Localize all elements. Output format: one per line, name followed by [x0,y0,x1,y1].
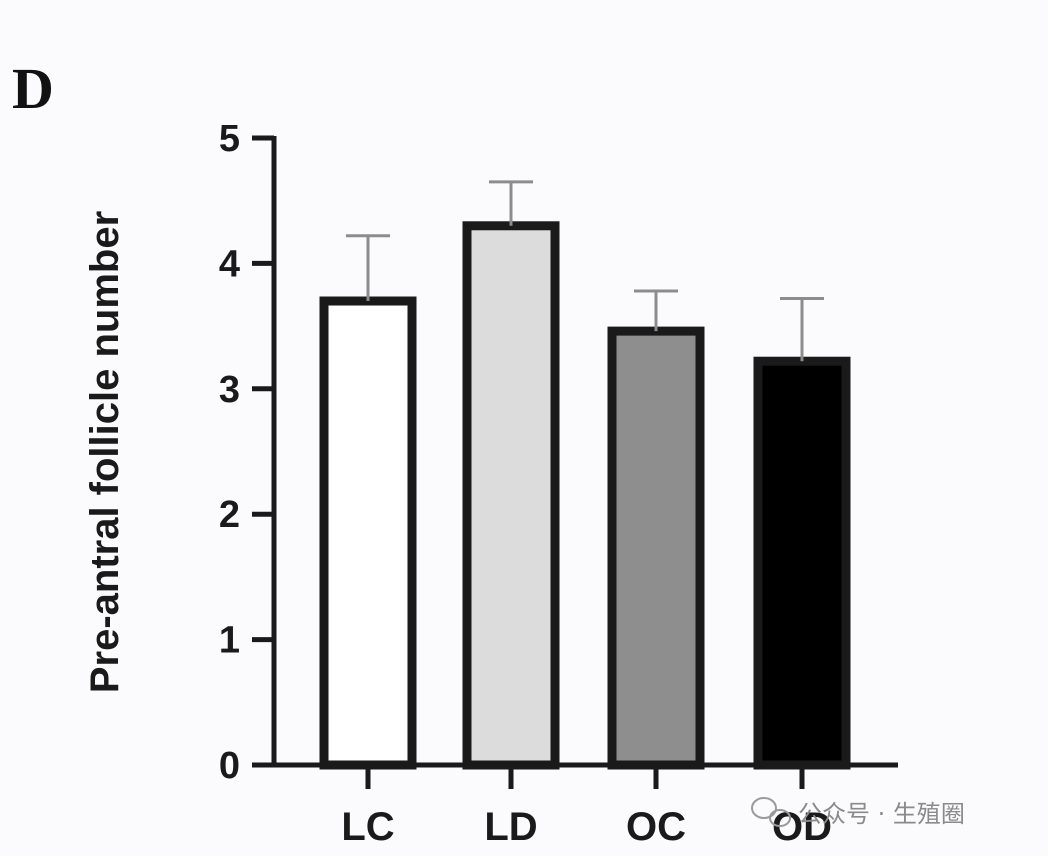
bars-group [319,221,851,770]
y-tick-label-1: 1 [219,620,240,662]
error-bars-group [346,180,824,362]
bar-ld [462,221,560,770]
category-label-oc: OC [626,805,686,849]
y-axis-label: Pre-antral follicle number [83,211,127,693]
watermark: 公众号 · 生殖圈 [751,797,965,828]
labels-group: 0 1 2 3 4 5 LC LD OC OD [219,118,832,849]
category-label-od: OD [772,805,832,849]
y-tick-label-5: 5 [219,118,240,160]
panel-label: D [12,56,54,121]
bar-od [753,356,851,770]
bar-oc [607,326,705,770]
category-label-lc: LC [341,805,394,849]
bar-lc [319,296,417,770]
y-tick-label-2: 2 [219,494,240,536]
watermark-text: 公众号 · 生殖圈 [798,800,965,828]
y-tick-label-4: 4 [219,243,240,285]
wechat-icon [751,797,791,827]
category-label-ld: LD [484,805,537,849]
y-tick-label-3: 3 [219,369,240,411]
y-tick-label-0: 0 [219,745,240,787]
